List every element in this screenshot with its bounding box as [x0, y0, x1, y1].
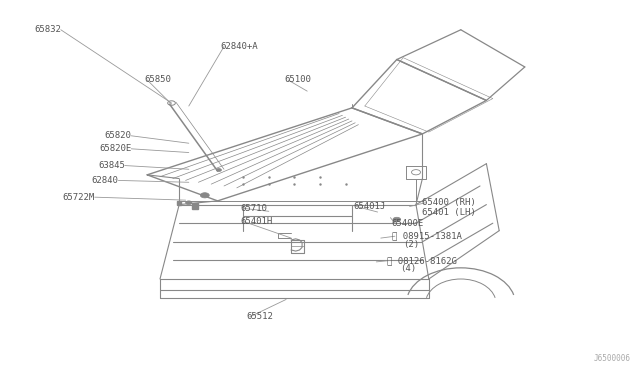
- Text: 65100: 65100: [285, 76, 312, 84]
- Text: 65400 (RH): 65400 (RH): [422, 198, 476, 207]
- Text: 62840+A: 62840+A: [221, 42, 259, 51]
- Text: 65512: 65512: [246, 312, 273, 321]
- Text: 65722M: 65722M: [63, 193, 95, 202]
- Text: (2): (2): [403, 240, 419, 249]
- Circle shape: [393, 217, 401, 222]
- Text: 65832: 65832: [34, 25, 61, 34]
- Text: (4): (4): [400, 264, 416, 273]
- Text: 63845: 63845: [98, 161, 125, 170]
- Text: Ⓑ 08126-8162G: Ⓑ 08126-8162G: [387, 256, 457, 265]
- Text: 65820E: 65820E: [99, 144, 131, 153]
- Text: 65400E: 65400E: [392, 219, 424, 228]
- Text: 65401H: 65401H: [240, 217, 272, 226]
- Circle shape: [186, 201, 192, 205]
- Text: Ⓜ 08915-1381A: Ⓜ 08915-1381A: [392, 232, 461, 241]
- Circle shape: [200, 193, 209, 198]
- Text: J6500006: J6500006: [593, 354, 630, 363]
- Text: 65401J: 65401J: [353, 202, 385, 211]
- Text: 62840: 62840: [92, 176, 118, 185]
- Text: 65850: 65850: [144, 76, 171, 84]
- Text: 65820: 65820: [104, 131, 131, 140]
- Text: 65710: 65710: [240, 204, 267, 213]
- Circle shape: [216, 169, 221, 171]
- Text: 65401 (LH): 65401 (LH): [422, 208, 476, 217]
